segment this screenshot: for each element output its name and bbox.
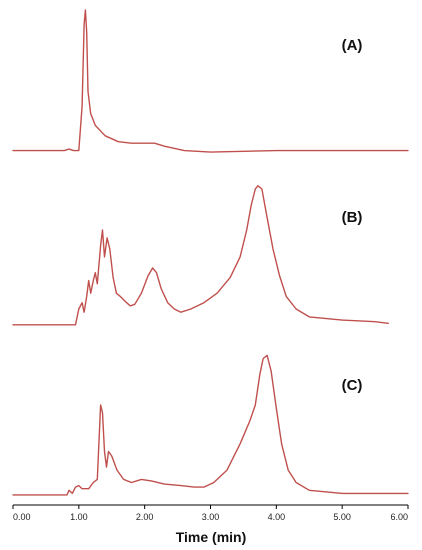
- x-tick-label: 5.00: [333, 512, 351, 522]
- trace-panel-b: [12, 185, 389, 326]
- trace-panel-c: [12, 354, 409, 496]
- trace-panel-a: [12, 9, 409, 153]
- x-axis-title: Time (min): [176, 529, 247, 545]
- x-tick-label: 1.00: [70, 512, 88, 522]
- x-tick-label: 4.00: [268, 512, 286, 522]
- tick-layer: 0.00 1.00 2.00 3.00 4.00 5.00 6.00: [12, 505, 409, 522]
- panel-label-layer: (A) (B) (C): [342, 37, 363, 394]
- trace-layer: [12, 9, 409, 496]
- x-tick-label: 2.00: [136, 512, 154, 522]
- panel-label-c: (C): [342, 377, 363, 394]
- x-tick-label: 3.00: [202, 512, 220, 522]
- x-tick-label: 6.00: [390, 512, 408, 522]
- panel-label-b: (B): [342, 209, 363, 226]
- panel-label-a: (A): [342, 37, 363, 54]
- x-tick-label: 0.00: [13, 512, 31, 522]
